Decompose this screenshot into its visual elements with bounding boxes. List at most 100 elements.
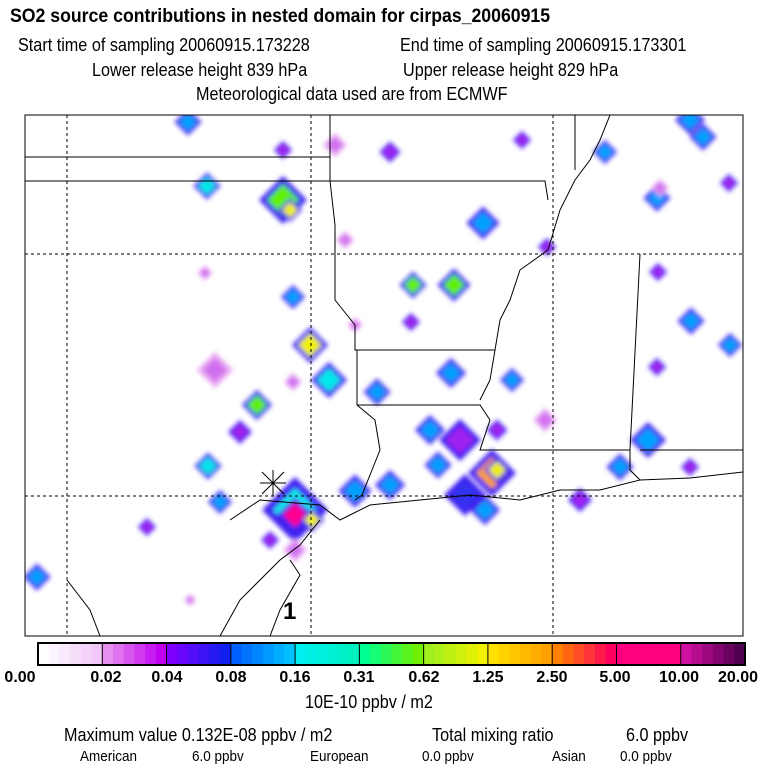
colorbar-step bbox=[252, 643, 264, 665]
colorbar-step bbox=[723, 643, 735, 665]
concentration-blob bbox=[298, 333, 322, 357]
concentration-blob bbox=[723, 177, 735, 189]
colorbar-tick: 1.25 bbox=[472, 669, 504, 686]
colorbar-step bbox=[230, 643, 243, 665]
colorbar-frame bbox=[37, 642, 746, 666]
concentration-blob bbox=[199, 457, 217, 475]
concentration-blob bbox=[339, 234, 351, 246]
colorbar-step bbox=[712, 643, 725, 665]
colorbar-step bbox=[670, 643, 682, 665]
concentration-blob bbox=[475, 500, 495, 520]
colorbar-step bbox=[616, 643, 628, 665]
colorbar-step bbox=[112, 643, 125, 665]
concentration-blob bbox=[405, 316, 417, 328]
colorbar-step bbox=[327, 643, 339, 665]
concentration-blob bbox=[611, 458, 629, 476]
colorbar-step bbox=[295, 643, 307, 665]
colorbar-step bbox=[102, 643, 114, 665]
colorbar-tick: 2.50 bbox=[536, 669, 568, 686]
maximum-value: Maximum value 0.132E-08 ppbv / m2 bbox=[64, 725, 333, 745]
colorbar-tick: 0.31 bbox=[343, 669, 375, 686]
concentration-blob bbox=[504, 372, 520, 388]
lower-release-height: Lower release height 839 hPa bbox=[92, 60, 308, 80]
concentration-blob bbox=[232, 424, 248, 440]
colorbar-step bbox=[220, 643, 232, 665]
colorbar-step bbox=[498, 643, 510, 665]
colorbar-step bbox=[370, 643, 382, 665]
colorbar-step bbox=[627, 643, 639, 665]
colorbar-step bbox=[605, 643, 617, 665]
total-mixing-value: 6.0 ppbv bbox=[626, 725, 689, 745]
colorbar-tick: 0.16 bbox=[279, 669, 311, 686]
colorbar-step bbox=[520, 643, 532, 665]
colorbar-step bbox=[509, 643, 521, 665]
concentration-blob bbox=[636, 428, 660, 452]
concentration-blob bbox=[651, 361, 663, 373]
concentration-blob bbox=[28, 568, 46, 586]
colorbar-step bbox=[209, 643, 221, 665]
colorbar-step bbox=[659, 643, 671, 665]
colorbar-step bbox=[530, 643, 542, 665]
colorbar-step bbox=[562, 643, 575, 665]
concentration-blob bbox=[446, 426, 474, 454]
concentration-blob bbox=[429, 456, 447, 474]
colorbar-step bbox=[348, 643, 360, 665]
european-label: European bbox=[310, 748, 369, 765]
colorbar-step bbox=[595, 643, 607, 665]
colorbar-step bbox=[445, 643, 457, 665]
concentration-blob bbox=[516, 134, 528, 146]
colorbar-step bbox=[134, 643, 146, 665]
colorbar-step bbox=[734, 643, 746, 665]
end-time: End time of sampling 20060915.173301 bbox=[400, 35, 687, 55]
concentration-blob bbox=[285, 289, 301, 305]
colorbar-tick: 0.62 bbox=[408, 669, 440, 686]
met-data-source: Meteorological data used are from ECMWF bbox=[196, 84, 508, 104]
concentration-blob bbox=[404, 276, 422, 294]
concentration-blob bbox=[383, 145, 397, 159]
colorbar-step bbox=[166, 643, 178, 665]
colorbar bbox=[37, 642, 746, 666]
colorbar-step bbox=[412, 643, 425, 665]
colorbar-step bbox=[477, 643, 489, 665]
concentration-blob bbox=[420, 420, 440, 440]
receptor-label: 1 bbox=[283, 598, 297, 625]
concentration-blob bbox=[282, 202, 298, 218]
concentration-blob bbox=[682, 312, 700, 330]
colorbar-step bbox=[305, 643, 318, 665]
colorbar-step bbox=[702, 643, 714, 665]
colorbar-step bbox=[262, 643, 275, 665]
colorbar-step bbox=[648, 643, 660, 665]
colorbar-tick: 20.00 bbox=[717, 669, 759, 686]
colorbar-step bbox=[455, 643, 467, 665]
colorbar-step bbox=[552, 643, 564, 665]
colorbar-tick: 0.04 bbox=[151, 669, 183, 686]
lat-lon-grid bbox=[25, 115, 743, 636]
concentration-blob bbox=[380, 475, 400, 495]
source-location-marker bbox=[260, 470, 286, 496]
colorbar-step bbox=[91, 643, 103, 665]
upper-release-height: Upper release height 829 hPa bbox=[403, 60, 619, 80]
concentration-blob bbox=[317, 368, 341, 392]
colorbar-step bbox=[187, 643, 200, 665]
concentration-blob bbox=[443, 274, 465, 296]
colorbar-step bbox=[359, 643, 371, 665]
colorbar-step bbox=[80, 643, 93, 665]
colorbar-step bbox=[434, 643, 446, 665]
colorbar-tick: 0.02 bbox=[90, 669, 122, 686]
map-frame bbox=[24, 114, 744, 637]
concentration-blob bbox=[441, 363, 461, 383]
concentration-blob bbox=[472, 212, 494, 234]
colorbar-step bbox=[241, 643, 253, 665]
concentration-blob bbox=[247, 395, 267, 415]
asian-value: 0.0 ppbv bbox=[620, 748, 672, 765]
colorbar-step bbox=[337, 643, 350, 665]
colorbar-step bbox=[466, 643, 478, 665]
colorbar-step bbox=[70, 643, 82, 665]
concentration-blob bbox=[287, 376, 299, 388]
colorbar-tick: 5.00 bbox=[599, 669, 631, 686]
concentration-blob bbox=[684, 461, 696, 473]
european-value: 0.0 ppbv bbox=[422, 748, 474, 765]
colorbar-step bbox=[48, 643, 60, 665]
concentration-blob bbox=[722, 337, 738, 353]
